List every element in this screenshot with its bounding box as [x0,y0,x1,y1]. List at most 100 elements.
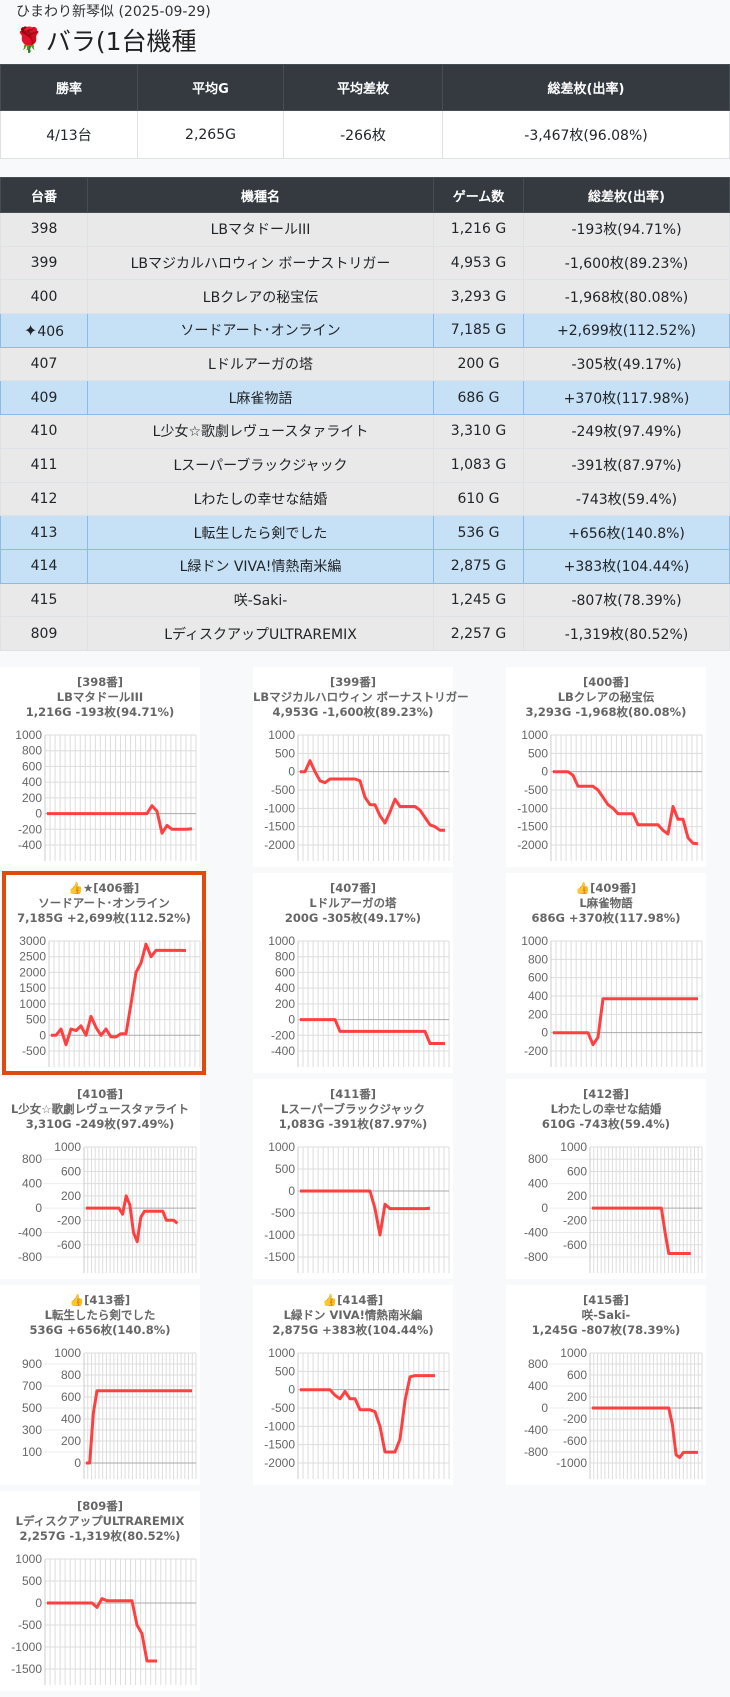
total-diff: -807枚(78.39%) [524,583,730,617]
table-row[interactable]: 409 L麻雀物語 686 G +370枚(117.98%) [1,381,730,415]
chart-stats: 610G -743枚(59.4%) [506,1117,706,1132]
chart-title: [809番] LディスクアップULTRAREMIX 2,257G -1,319枚… [0,1499,200,1544]
y-tick-label: 2500 [19,950,46,964]
series-line [300,761,445,831]
chart-machine-no: 👍★[406番] [4,881,204,896]
machine-no-cell: 407 [1,347,88,381]
table-row[interactable]: 809 LディスクアップULTRAREMIX 2,257 G -1,319枚(8… [1,617,730,651]
table-row[interactable]: 400 LBクレアの秘宝伝 3,293 G -1,968枚(80.08%) [1,280,730,314]
machine-name: LBクレアの秘宝伝 [88,280,434,314]
chart-card[interactable]: 👍[413番] L転生したら剣でした 536G +656枚(140.8%)100… [0,1285,200,1485]
y-tick-label: 600 [567,1368,587,1382]
chart-title: [398番] LBマタドールIII 1,216G -193枚(94.71%) [0,675,200,720]
chart-card[interactable]: [398番] LBマタドールIII 1,216G -193枚(94.71%)10… [0,667,200,867]
table-row[interactable]: 410 L少女☆歌劇レヴュースタァライト 3,310 G -249枚(97.49… [1,415,730,449]
y-tick-label: 600 [567,1164,587,1178]
total-diff: -391枚(87.97%) [524,448,730,482]
game-count: 610 G [434,482,524,516]
chart-stats: 200G -305枚(49.17%) [253,911,453,926]
series-line [553,999,698,1045]
game-count: 4,953 G [434,246,524,280]
summary-header-total-diff: 総差枚(出率) [443,65,730,111]
machine-no: 409 [31,390,58,406]
table-row[interactable]: ✦406 ソードアート･オンライン 7,185 G +2,699枚(112.52… [1,314,730,348]
y-tick-label: 1000 [521,934,548,948]
y-tick-label: 0 [541,1026,548,1040]
y-tick-label: -400 [524,1226,548,1240]
header-games: ゲーム数 [434,178,524,213]
y-tick-label: 0 [74,1456,81,1470]
table-row[interactable]: 411 Lスーパーブラックジャック 1,083 G -391枚(87.97%) [1,448,730,482]
y-tick-label: 400 [528,989,548,1003]
table-row[interactable]: 398 LBマタドールIII 1,216 G -193枚(94.71%) [1,213,730,247]
game-count: 3,310 G [434,415,524,449]
y-tick-label: 0 [35,1201,42,1215]
chart-machine-no: [410番] [0,1087,200,1102]
chart-machine-name: LBマタドールIII [0,690,200,705]
chart-machine-no: 👍[413番] [0,1293,200,1308]
table-row[interactable]: 415 咲-Saki- 1,245 G -807枚(78.39%) [1,583,730,617]
chart-stats: 4,953G -1,600枚(89.23%) [253,705,453,720]
table-row[interactable]: 414 L緑ドン VIVA!情熱南米編 2,875 G +383枚(104.44… [1,549,730,583]
y-tick-label: -1500 [264,820,295,834]
chart-card[interactable]: [399番] LBマジカルハロウィン ボーナストリガー 4,953G -1,60… [253,667,453,867]
y-tick-label: 0 [35,807,42,821]
total-diff: +370枚(117.98%) [524,381,730,415]
chart-card[interactable]: [809番] LディスクアップULTRAREMIX 2,257G -1,319枚… [0,1491,200,1691]
chart-stats: 1,216G -193枚(94.71%) [0,705,200,720]
machine-no: 407 [31,356,58,372]
chart-machine-name: ソードアート･オンライン [4,896,204,911]
y-tick-label: -1000 [264,1228,295,1242]
table-row[interactable]: 412 Lわたしの幸せな結婚 610 G -743枚(59.4%) [1,482,730,516]
table-row[interactable]: 407 Lドルアーガの塔 200 G -305枚(49.17%) [1,347,730,381]
machines-table: 台番 機種名 ゲーム数 総差枚(出率) 398 LBマタドールIII 1,216… [0,177,730,651]
y-tick-label: 1000 [521,728,548,742]
y-tick-label: -500 [22,1044,46,1058]
y-tick-label: 900 [22,1357,42,1371]
machine-no-cell: 409 [1,381,88,415]
chart-card[interactable]: 👍★[406番] ソードアート･オンライン 7,185G +2,699枚(112… [4,873,204,1073]
table-row[interactable]: 399 LBマジカルハロウィン ボーナストリガー 4,953 G -1,600枚… [1,246,730,280]
chart-stats: 1,245G -807枚(78.39%) [506,1323,706,1338]
game-count: 2,257 G [434,617,524,651]
y-tick-label: -1000 [264,801,295,815]
game-count: 1,216 G [434,213,524,247]
y-tick-label: 200 [275,997,295,1011]
y-tick-label: -1500 [11,1662,42,1676]
machine-no-cell: 398 [1,213,88,247]
y-tick-label: -800 [524,1445,548,1459]
table-row[interactable]: 413 L転生したら剣でした 536 G +656枚(140.8%) [1,516,730,550]
chart-card[interactable]: [411番] Lスーパーブラックジャック 1,083G -391枚(87.97%… [253,1079,453,1279]
y-tick-label: 1000 [268,728,295,742]
y-tick-label: 1000 [54,1140,81,1154]
chart-card[interactable]: 👍[414番] L緑ドン VIVA!情熱南米編 2,875G +383枚(104… [253,1285,453,1485]
total-diff: -1,319枚(80.52%) [524,617,730,651]
y-tick-label: -500 [271,1401,295,1415]
y-tick-label: 200 [528,1007,548,1021]
chart-machine-name: L少女☆歌劇レヴュースタァライト [0,1102,200,1117]
header-machine-name: 機種名 [88,178,434,213]
chart-card[interactable]: [400番] LBクレアの秘宝伝 3,293G -1,968枚(80.08%)1… [506,667,706,867]
machine-no-cell: 400 [1,280,88,314]
game-count: 7,185 G [434,314,524,348]
y-tick-label: 0 [39,1028,46,1042]
machine-no-cell: 412 [1,482,88,516]
y-tick-label: -2000 [517,838,548,852]
machine-no-cell: 411 [1,448,88,482]
y-tick-label: -600 [563,1238,587,1252]
series-line [553,772,698,844]
y-tick-label: -200 [57,1213,81,1227]
y-tick-label: 800 [528,1152,548,1166]
chart-machine-name: L麻雀物語 [506,896,706,911]
y-tick-label: 800 [22,744,42,758]
chart-card[interactable]: [410番] L少女☆歌劇レヴュースタァライト 3,310G -249枚(97.… [0,1079,200,1279]
y-tick-label: 400 [61,1412,81,1426]
chart-machine-name: Lドルアーガの塔 [253,896,453,911]
y-tick-label: -1500 [264,1438,295,1452]
